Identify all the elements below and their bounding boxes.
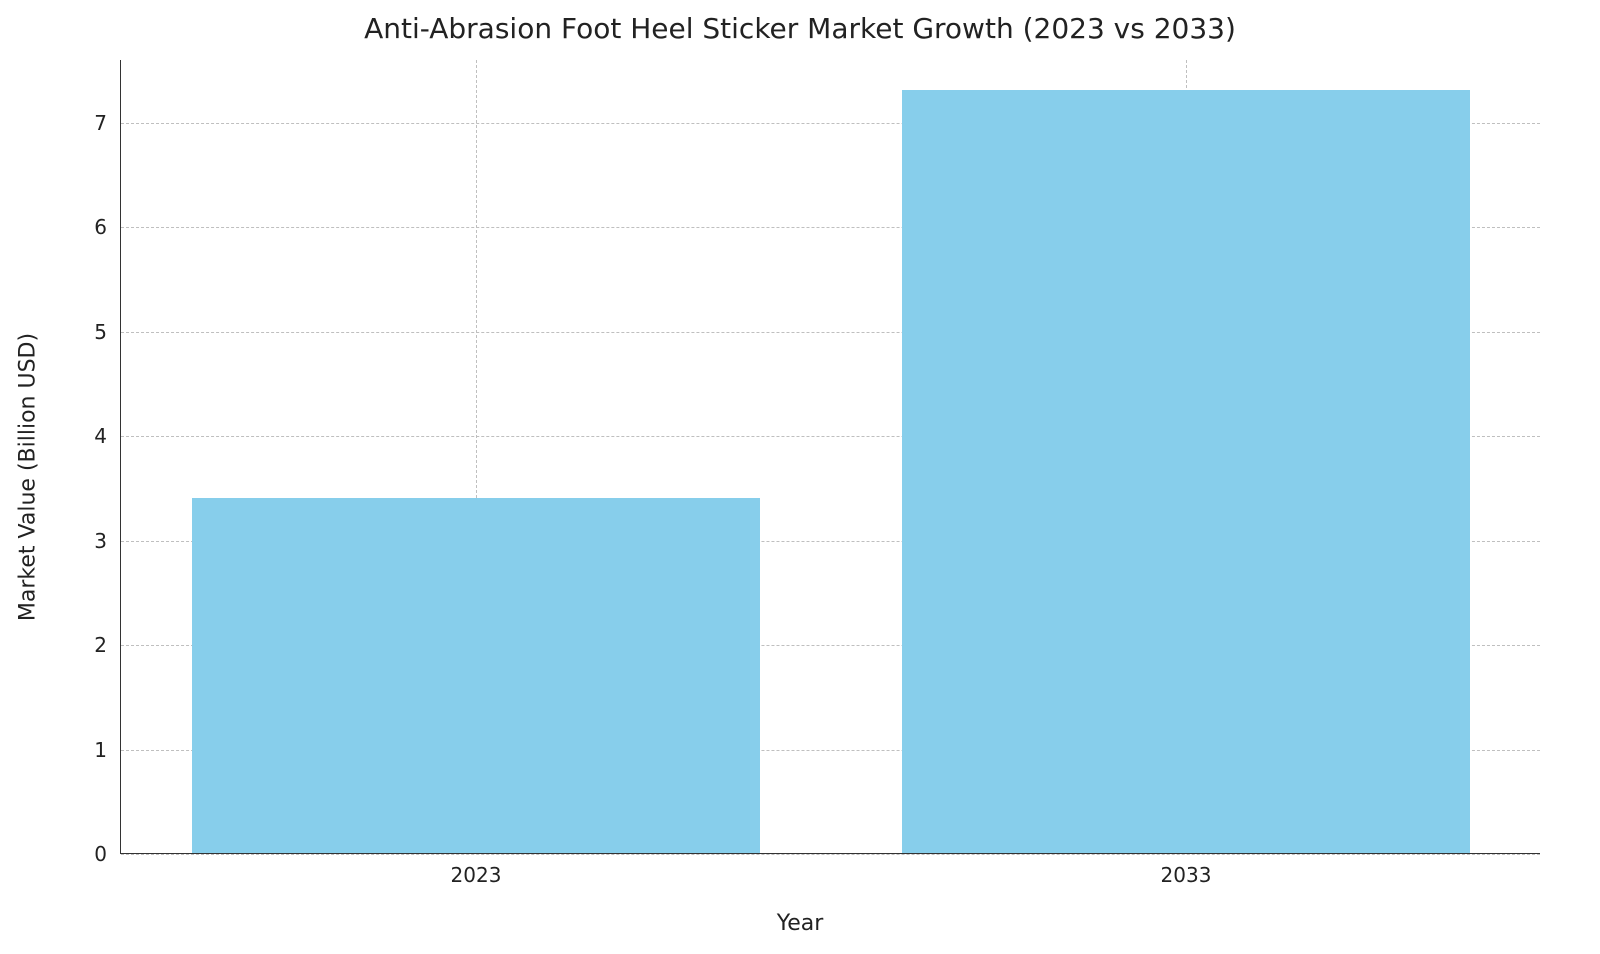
y-tick-label: 1 [94, 738, 121, 762]
chart-container: Anti-Abrasion Foot Heel Sticker Market G… [0, 0, 1600, 954]
y-tick-label: 6 [94, 215, 121, 239]
y-tick-label: 4 [94, 424, 121, 448]
gridline-h [121, 854, 1540, 855]
y-tick-label: 2 [94, 633, 121, 657]
y-tick-label: 7 [94, 111, 121, 135]
bar [902, 90, 1470, 853]
chart-title: Anti-Abrasion Foot Heel Sticker Market G… [0, 12, 1600, 45]
x-tick-label: 2023 [451, 853, 502, 887]
y-tick-label: 0 [94, 842, 121, 866]
bar [192, 498, 760, 853]
y-tick-label: 5 [94, 320, 121, 344]
plot-area: 0123456720232033 [120, 60, 1540, 854]
y-tick-label: 3 [94, 529, 121, 553]
x-axis-label: Year [0, 911, 1600, 936]
y-axis-label: Market Value (Billion USD) [16, 333, 41, 621]
x-tick-label: 2033 [1161, 853, 1212, 887]
